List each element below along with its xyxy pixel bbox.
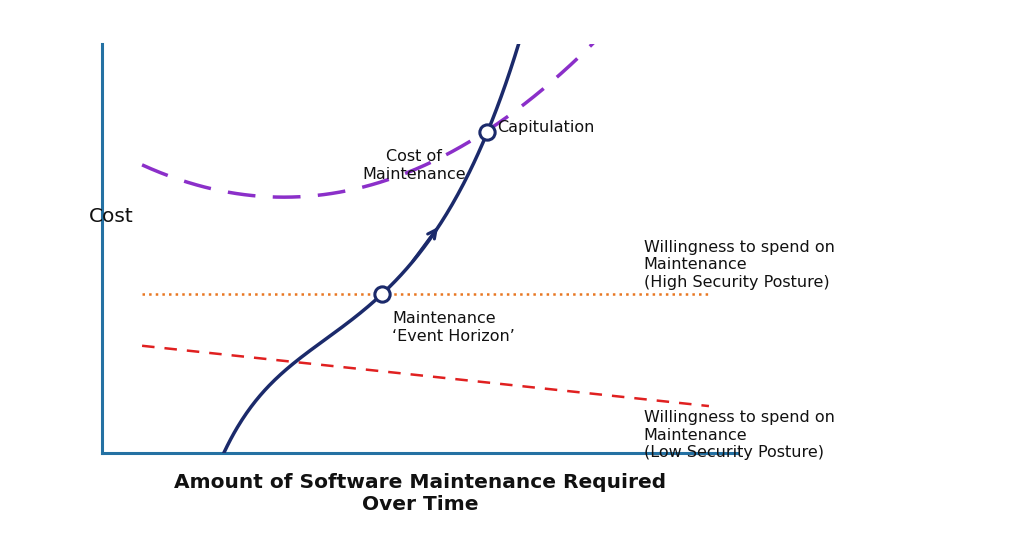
Text: Cost of
Maintenance: Cost of Maintenance [362, 149, 466, 182]
Text: Willingness to spend on
Maintenance
(High Security Posture): Willingness to spend on Maintenance (Hig… [644, 240, 835, 290]
Text: Capitulation: Capitulation [498, 120, 595, 135]
Text: Cost: Cost [88, 207, 133, 226]
Text: Maintenance
‘Event Horizon’: Maintenance ‘Event Horizon’ [392, 311, 515, 344]
X-axis label: Amount of Software Maintenance Required
Over Time: Amount of Software Maintenance Required … [174, 473, 666, 514]
Text: Willingness to spend on
Maintenance
(Low Security Posture): Willingness to spend on Maintenance (Low… [644, 410, 835, 460]
